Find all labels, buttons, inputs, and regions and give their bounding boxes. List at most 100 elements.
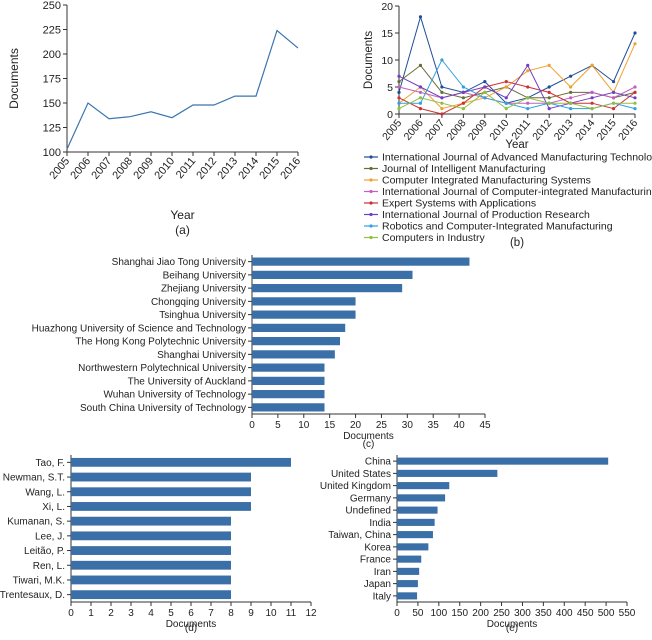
series-1-point [483,80,487,84]
series-4-point [397,85,401,89]
series-8-point [526,96,530,100]
category-label: Zhejiang University [161,284,246,295]
series-7-point [504,101,508,105]
bar [397,580,418,588]
category-label: Korea [364,542,391,553]
bar [71,546,231,555]
bar [71,590,231,600]
x-tick-label: 100 [430,608,447,619]
x-tick-label: 25 [376,420,388,431]
series-6-point [483,85,487,89]
x-tick-label: 15 [324,420,336,431]
bar [397,469,498,477]
series-7-point [569,107,573,111]
legend-entry: International Journal of Computer-integr… [382,186,652,198]
bar [252,257,470,266]
series-1-point [440,85,444,89]
x-tick-label: 2012 [194,155,219,181]
x-tick-label: 10 [265,608,277,619]
series-4-point [418,90,423,94]
x-tick-label: 40 [454,420,466,431]
series-3-point [526,69,530,73]
series-5-point [611,107,616,111]
series-3-point [569,85,573,89]
x-tick-label: 200 [472,608,489,619]
legend-marker [369,189,373,194]
panel-b-chart: 0510152020052006200720082009201020112012… [363,1,652,249]
panel-label: (a) [175,223,190,237]
category-label: Ren, L. [33,561,65,572]
series-2-point [418,63,423,67]
y-tick-label: 0 [387,109,393,121]
legend-entry: International Journal of Production Rese… [382,209,590,221]
series-line-5 [398,81,636,115]
series-6-point [526,63,530,67]
bar [252,323,346,332]
series-8-point [547,101,551,105]
x-tick-label: 300 [514,608,531,619]
series-4-point [590,90,594,94]
bar [252,376,325,385]
series-4-point [526,101,530,105]
x-tick-label: 10 [298,420,310,431]
bar [397,457,609,465]
legend-entry: Computers in Industry [382,232,485,244]
x-tick-label: 7 [208,608,214,619]
series-1-point [397,90,401,94]
bar [71,575,231,585]
series-5-point [397,96,401,100]
y-tick-label: 5 [387,82,393,94]
bar [397,506,438,514]
series-7-point [483,96,487,100]
series-2-point [440,90,444,94]
series-line-6 [398,64,636,110]
category-label: Northwestern Polytechnical University [78,363,246,374]
legend-entry: Computer Integrated Manufacturing System… [382,175,591,187]
x-tick-label: 2008 [110,155,135,181]
series-4-point [611,96,616,100]
series-5-point [440,112,444,116]
series-7-point [461,85,465,89]
x-tick-label: 5 [168,608,174,619]
bar [252,390,325,399]
x-tick-label: 550 [619,608,636,619]
x-tick-label: 12 [305,608,317,619]
y-axis-title: Documents [363,31,375,89]
category-label: France [360,555,392,566]
category-label: Germany [350,493,391,504]
y-tick-label: 10 [381,55,393,67]
x-axis-title: Documents [166,619,217,630]
series-5-point [547,90,551,94]
panel-label: (d) [185,623,197,634]
legend-marker [369,224,373,228]
x-tick-label: 2012 [530,117,554,143]
bar [252,310,356,319]
x-tick-label: 2005 [380,117,404,143]
x-tick-label: 2010 [152,155,177,181]
category-label: Tiwari, M.K. [13,575,65,586]
x-tick-label: 2011 [174,155,198,181]
category-label: Leitão, P. [24,546,65,557]
panel-label: (c) [363,439,375,450]
legend-marker [369,235,373,240]
y-tick-label: 20 [381,1,393,13]
category-label: Huazhong University of Science and Techn… [32,323,246,334]
category-label: Undefined [345,506,391,517]
series-8-point [569,101,573,105]
bar [252,403,325,412]
x-tick-label: 2007 [423,117,447,143]
x-axis-title: Documents [487,619,538,630]
category-label: Kumanan, S. [7,517,65,528]
x-tick-label: 2013 [552,117,576,143]
x-tick-label: 2008 [444,117,468,143]
x-tick-label: 2006 [68,155,93,181]
panel-a-chart: 100 125 150 175 200 225 250 2005200620072008200… [7,0,303,237]
category-label: India [369,518,391,529]
legend-entry: Journal of Intelligent Manufacturing [382,163,546,175]
x-tick-label: 350 [535,608,552,619]
bar [397,482,450,490]
series-1-point [611,80,616,84]
x-tick-label: 8 [228,608,234,619]
x-tick-label: 3 [128,608,134,619]
y-tick-label: 100 [43,147,61,159]
